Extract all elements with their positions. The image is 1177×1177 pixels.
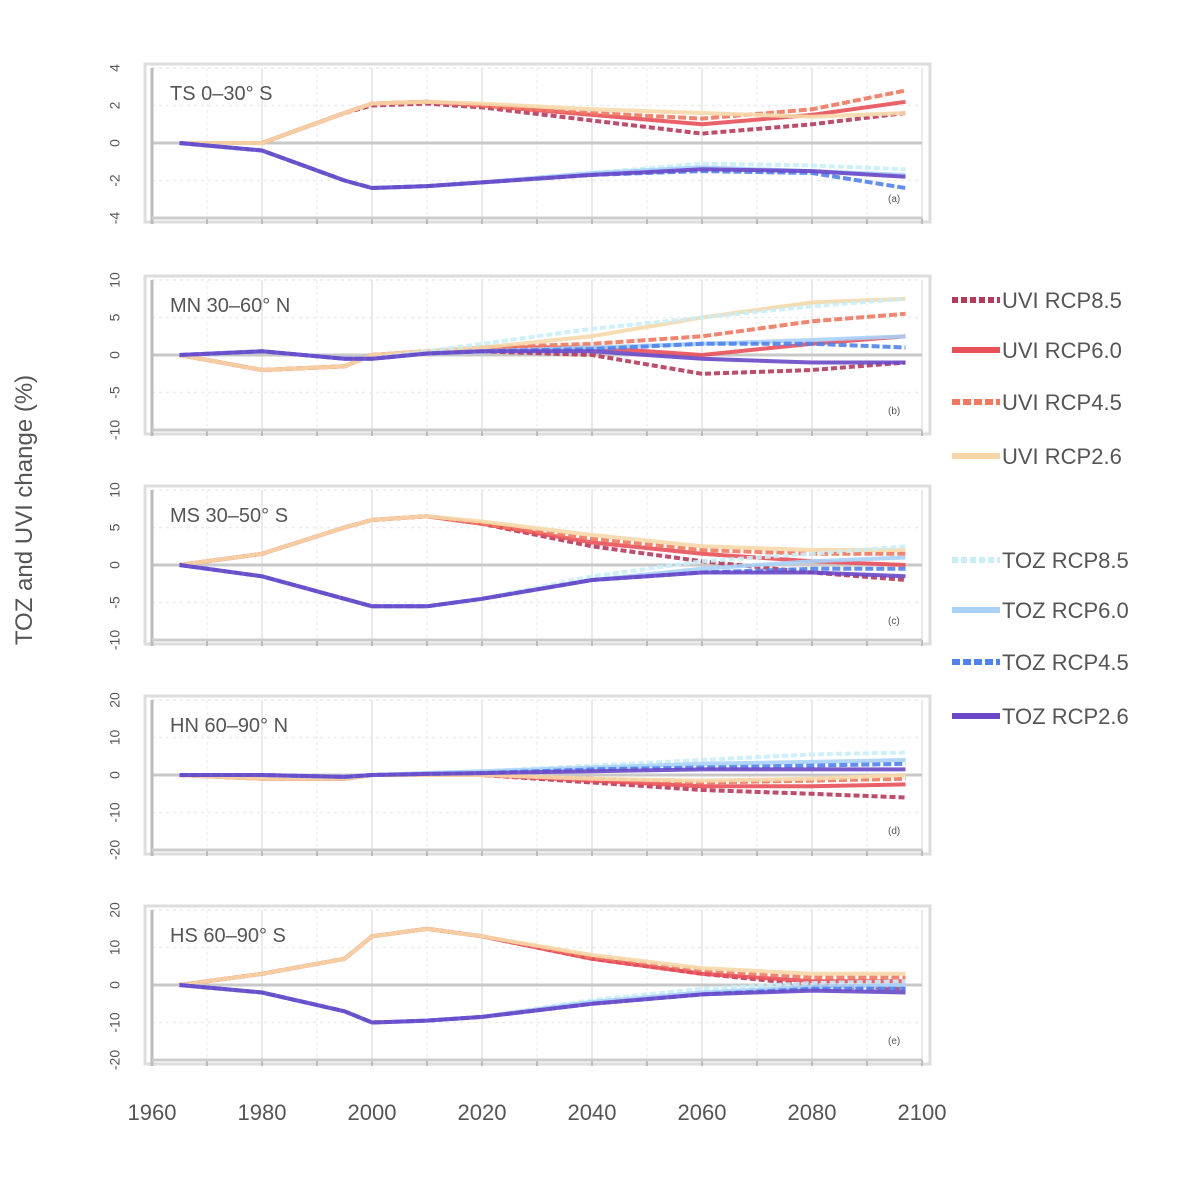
panel-tag: (b) [888,406,900,417]
y-tick-label: 5 [107,313,123,321]
legend-label: UVI RCP6.0 [1002,338,1122,363]
y-tick-label: -10 [107,802,123,822]
y-tick-label: 0 [107,981,123,989]
y-tick-label: 0 [107,561,123,569]
legend-label: TOZ RCP2.6 [1002,704,1129,729]
series-line-toz-rcp2-6 [179,563,906,609]
series-line-uvi-rcp2-6 [179,99,906,145]
series-line-toz-rcp2-6 [179,141,906,190]
y-tick-label: 0 [107,771,123,779]
y-tick-label: -20 [107,1050,123,1070]
y-tick-label: 4 [107,64,123,72]
legend-label: TOZ RCP4.5 [1002,650,1129,675]
panel-tag: (e) [888,1036,900,1047]
y-tick-label: -10 [107,420,123,440]
x-tick-label: 2020 [458,1100,507,1125]
legend-label: UVI RCP8.5 [1002,288,1122,313]
y-tick-label: 5 [107,523,123,531]
y-tick-label: 20 [107,902,123,918]
y-tick-label: 0 [107,139,123,147]
y-tick-label: 10 [107,482,123,498]
x-tick-label: 2080 [788,1100,837,1125]
legend-label: TOZ RCP8.5 [1002,548,1129,573]
series-line-toz-rcp2-6 [179,767,906,779]
legend-label: UVI RCP4.5 [1002,390,1122,415]
panel-title: HN 60–90° N [170,715,288,737]
y-tick-label: 20 [107,692,123,708]
y-tick-label: 2 [107,101,123,109]
y-tick-label: 0 [107,351,123,359]
y-tick-label: 10 [107,730,123,746]
series-line-uvi-rcp2-6 [179,514,906,567]
y-tick-label: -5 [107,596,123,609]
y-tick-label: -4 [107,212,123,225]
series-line-toz-rcp2-6 [179,983,906,1025]
y-axis-label: TOZ and UVI change (%) [11,375,38,645]
series-line-toz-rcp2-6 [179,349,906,365]
y-tick-label: -20 [107,840,123,860]
panel-tag: (a) [888,194,900,205]
panel-title: MS 30–50° S [170,505,288,527]
y-tick-label: 10 [107,272,123,288]
legend-label: TOZ RCP6.0 [1002,598,1129,623]
panel-title: TS 0–30° S [170,83,273,105]
y-tick-label: -2 [107,174,123,187]
series-line-toz-rcp8-5 [179,296,906,361]
y-tick-label: -10 [107,1012,123,1032]
panel-tag: (d) [888,826,900,837]
panel-title: HS 60–90° S [170,925,286,947]
panel-tag: (c) [888,616,900,627]
x-tick-label: 2040 [568,1100,617,1125]
x-tick-label: 1980 [238,1100,287,1125]
x-tick-label: 1960 [128,1100,177,1125]
y-tick-label: 10 [107,940,123,956]
y-tick-label: -5 [107,386,123,399]
y-tick-label: -10 [107,630,123,650]
x-tick-label: 2000 [348,1100,397,1125]
panel-title: MN 30–60° N [170,295,290,317]
legend-label: UVI RCP2.6 [1002,444,1122,469]
x-tick-label: 2060 [678,1100,727,1125]
x-tick-label: 2100 [898,1100,947,1125]
series-line-uvi-rcp2-6 [179,926,906,987]
